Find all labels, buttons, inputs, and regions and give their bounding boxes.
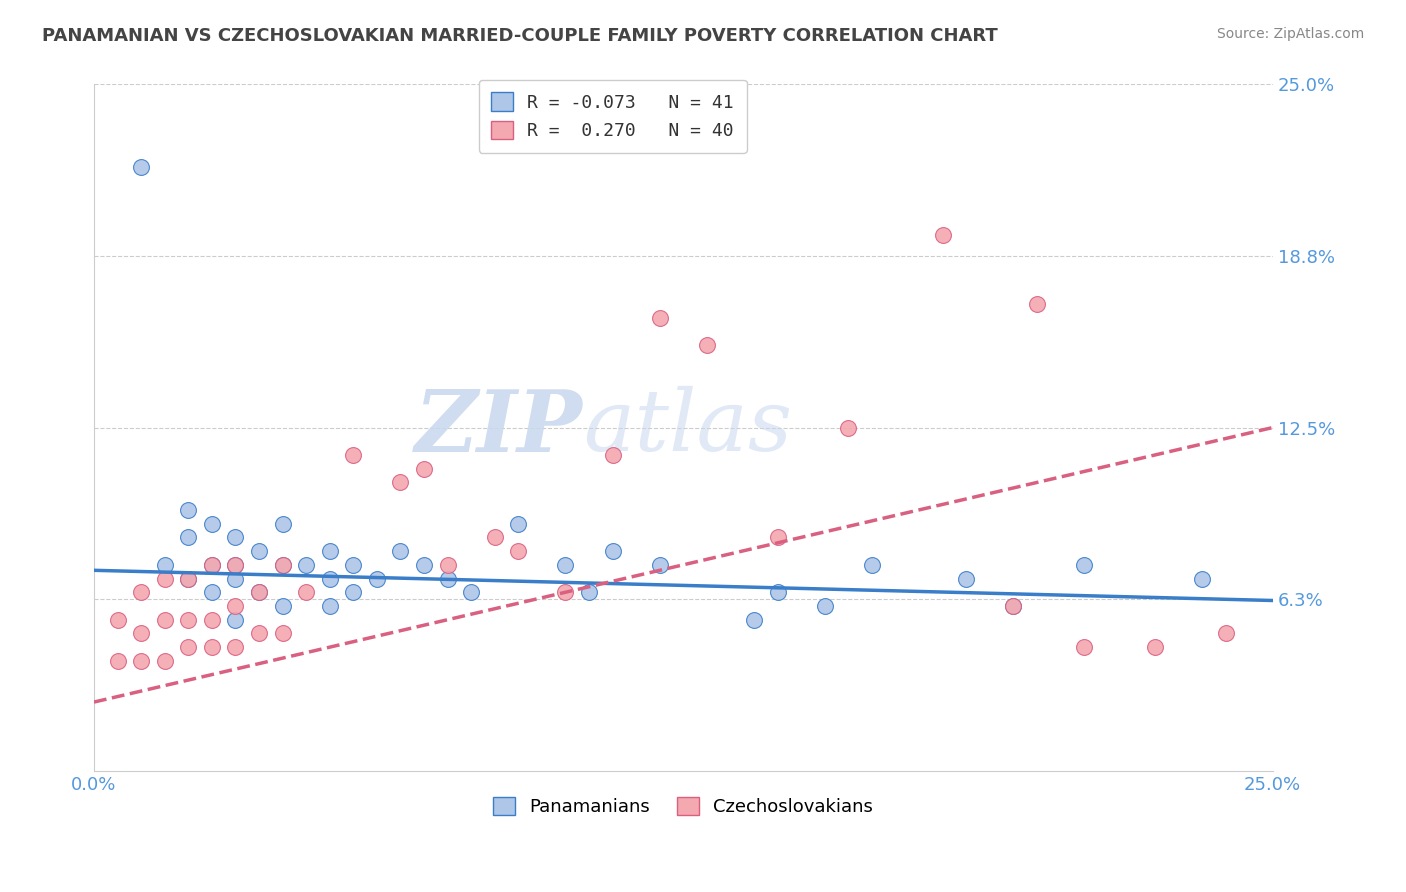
Point xyxy=(271,599,294,613)
Point xyxy=(201,516,224,531)
Point xyxy=(1073,640,1095,655)
Point xyxy=(508,544,530,558)
Point xyxy=(837,420,859,434)
Point xyxy=(413,558,436,572)
Point xyxy=(814,599,837,613)
Point xyxy=(224,613,246,627)
Point xyxy=(201,640,224,655)
Text: Source: ZipAtlas.com: Source: ZipAtlas.com xyxy=(1216,27,1364,41)
Point xyxy=(1002,599,1025,613)
Point xyxy=(860,558,883,572)
Point xyxy=(177,572,200,586)
Point xyxy=(201,585,224,599)
Point xyxy=(342,585,364,599)
Point xyxy=(436,558,458,572)
Point xyxy=(1002,599,1025,613)
Point xyxy=(648,310,671,325)
Point xyxy=(224,572,246,586)
Text: atlas: atlas xyxy=(583,386,792,469)
Point xyxy=(602,448,624,462)
Point xyxy=(247,585,270,599)
Point xyxy=(247,544,270,558)
Point xyxy=(955,572,977,586)
Point xyxy=(318,544,340,558)
Point xyxy=(153,654,176,668)
Point xyxy=(224,530,246,544)
Point xyxy=(389,544,412,558)
Point xyxy=(201,613,224,627)
Point xyxy=(766,585,789,599)
Point xyxy=(318,572,340,586)
Point xyxy=(436,572,458,586)
Point xyxy=(177,572,200,586)
Point xyxy=(153,572,176,586)
Point xyxy=(1191,572,1213,586)
Point xyxy=(413,461,436,475)
Point xyxy=(484,530,506,544)
Text: PANAMANIAN VS CZECHOSLOVAKIAN MARRIED-COUPLE FAMILY POVERTY CORRELATION CHART: PANAMANIAN VS CZECHOSLOVAKIAN MARRIED-CO… xyxy=(42,27,998,45)
Point xyxy=(153,613,176,627)
Point xyxy=(107,613,129,627)
Point xyxy=(224,640,246,655)
Point xyxy=(177,613,200,627)
Point xyxy=(201,558,224,572)
Point xyxy=(295,585,318,599)
Point xyxy=(271,516,294,531)
Text: ZIP: ZIP xyxy=(415,386,583,469)
Point xyxy=(1215,626,1237,640)
Point xyxy=(224,599,246,613)
Point xyxy=(389,475,412,490)
Point xyxy=(271,626,294,640)
Point xyxy=(129,626,152,640)
Point xyxy=(271,558,294,572)
Point xyxy=(460,585,482,599)
Point xyxy=(1025,297,1047,311)
Point xyxy=(602,544,624,558)
Point xyxy=(342,448,364,462)
Point xyxy=(177,640,200,655)
Point xyxy=(742,613,765,627)
Point xyxy=(177,503,200,517)
Point xyxy=(153,558,176,572)
Point xyxy=(129,585,152,599)
Point xyxy=(578,585,600,599)
Point xyxy=(295,558,318,572)
Point xyxy=(366,572,388,586)
Point xyxy=(1073,558,1095,572)
Point xyxy=(247,585,270,599)
Point xyxy=(508,516,530,531)
Point xyxy=(271,558,294,572)
Point xyxy=(696,338,718,352)
Point xyxy=(554,558,576,572)
Point xyxy=(1143,640,1166,655)
Point xyxy=(648,558,671,572)
Point xyxy=(129,654,152,668)
Point xyxy=(318,599,340,613)
Point xyxy=(554,585,576,599)
Point xyxy=(247,626,270,640)
Point xyxy=(931,228,953,243)
Legend: Panamanians, Czechoslovakians: Panamanians, Czechoslovakians xyxy=(486,789,880,823)
Point xyxy=(342,558,364,572)
Point xyxy=(766,530,789,544)
Point xyxy=(107,654,129,668)
Point xyxy=(177,530,200,544)
Point xyxy=(201,558,224,572)
Point xyxy=(224,558,246,572)
Point xyxy=(224,558,246,572)
Point xyxy=(129,160,152,174)
